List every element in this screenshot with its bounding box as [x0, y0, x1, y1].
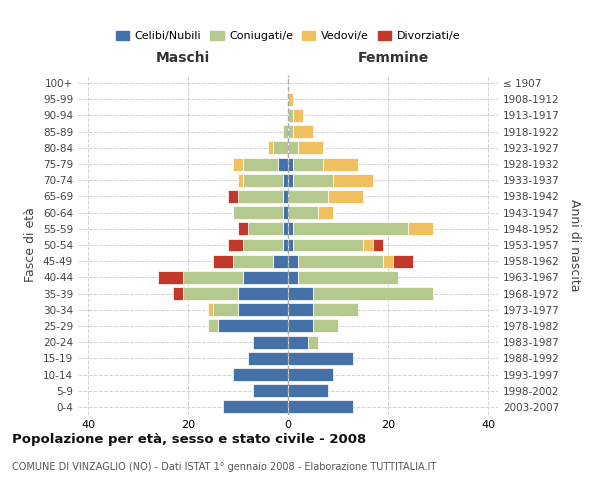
- Bar: [213, 254, 233, 268]
- Bar: [218, 320, 288, 332]
- Bar: [288, 304, 313, 316]
- Bar: [293, 109, 303, 122]
- Bar: [158, 271, 183, 284]
- Bar: [288, 287, 313, 300]
- Bar: [233, 368, 288, 381]
- Bar: [208, 304, 213, 316]
- Bar: [288, 125, 293, 138]
- Bar: [288, 158, 293, 170]
- Bar: [253, 336, 288, 348]
- Legend: Celibi/Nubili, Coniugati/e, Vedovi/e, Divorziati/e: Celibi/Nubili, Coniugati/e, Vedovi/e, Di…: [112, 26, 464, 46]
- Text: Maschi: Maschi: [156, 52, 210, 66]
- Bar: [283, 206, 288, 219]
- Bar: [183, 271, 243, 284]
- Text: Femmine: Femmine: [358, 52, 428, 66]
- Bar: [333, 174, 373, 186]
- Bar: [293, 174, 333, 186]
- Bar: [313, 287, 433, 300]
- Bar: [288, 174, 293, 186]
- Bar: [293, 222, 408, 235]
- Bar: [213, 304, 238, 316]
- Bar: [268, 142, 273, 154]
- Bar: [373, 238, 383, 252]
- Bar: [273, 254, 288, 268]
- Bar: [228, 238, 243, 252]
- Bar: [173, 287, 183, 300]
- Bar: [293, 238, 363, 252]
- Bar: [408, 222, 433, 235]
- Bar: [393, 254, 413, 268]
- Y-axis label: Fasce di età: Fasce di età: [25, 208, 37, 282]
- Bar: [288, 271, 298, 284]
- Bar: [283, 174, 288, 186]
- Bar: [238, 190, 283, 203]
- Bar: [328, 190, 363, 203]
- Bar: [288, 254, 298, 268]
- Bar: [293, 158, 323, 170]
- Bar: [323, 158, 358, 170]
- Bar: [298, 271, 398, 284]
- Bar: [293, 125, 313, 138]
- Bar: [228, 190, 238, 203]
- Bar: [288, 109, 293, 122]
- Bar: [288, 320, 313, 332]
- Bar: [243, 271, 288, 284]
- Bar: [288, 222, 293, 235]
- Bar: [318, 206, 333, 219]
- Bar: [288, 400, 353, 413]
- Bar: [288, 368, 333, 381]
- Bar: [238, 304, 288, 316]
- Bar: [243, 158, 278, 170]
- Text: COMUNE DI VINZAGLIO (NO) - Dati ISTAT 1° gennaio 2008 - Elaborazione TUTTITALIA.: COMUNE DI VINZAGLIO (NO) - Dati ISTAT 1°…: [12, 462, 436, 472]
- Bar: [283, 238, 288, 252]
- Bar: [288, 384, 328, 397]
- Bar: [278, 158, 288, 170]
- Bar: [313, 320, 338, 332]
- Bar: [288, 93, 293, 106]
- Bar: [183, 287, 238, 300]
- Bar: [208, 320, 218, 332]
- Bar: [238, 287, 288, 300]
- Bar: [383, 254, 393, 268]
- Bar: [283, 222, 288, 235]
- Text: Popolazione per età, sesso e stato civile - 2008: Popolazione per età, sesso e stato civil…: [12, 432, 366, 446]
- Bar: [288, 352, 353, 365]
- Bar: [298, 254, 383, 268]
- Bar: [223, 400, 288, 413]
- Bar: [233, 158, 243, 170]
- Bar: [238, 222, 248, 235]
- Bar: [238, 174, 243, 186]
- Bar: [363, 238, 373, 252]
- Bar: [273, 142, 288, 154]
- Bar: [233, 206, 283, 219]
- Bar: [283, 125, 288, 138]
- Bar: [298, 142, 323, 154]
- Bar: [288, 190, 328, 203]
- Bar: [288, 142, 298, 154]
- Bar: [243, 174, 283, 186]
- Bar: [243, 238, 283, 252]
- Bar: [283, 190, 288, 203]
- Bar: [253, 384, 288, 397]
- Bar: [313, 304, 358, 316]
- Bar: [248, 352, 288, 365]
- Bar: [288, 336, 308, 348]
- Bar: [288, 238, 293, 252]
- Bar: [308, 336, 318, 348]
- Y-axis label: Anni di nascita: Anni di nascita: [568, 198, 581, 291]
- Bar: [233, 254, 273, 268]
- Bar: [248, 222, 283, 235]
- Bar: [288, 206, 318, 219]
